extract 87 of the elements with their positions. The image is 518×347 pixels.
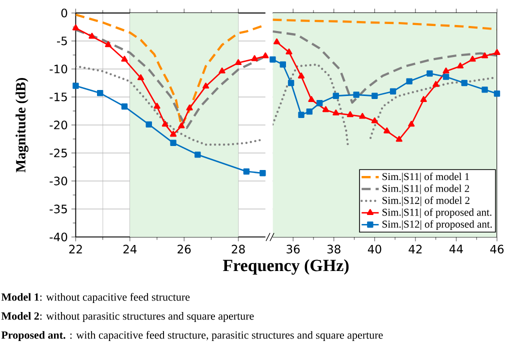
x-tick-label: 42 bbox=[408, 244, 422, 254]
point bbox=[121, 103, 128, 110]
point bbox=[218, 68, 226, 74]
x-tick-label: 24 bbox=[123, 244, 137, 254]
point bbox=[121, 56, 128, 62]
point bbox=[288, 80, 294, 86]
text: Model 2: without parasitic structures and square aperture bbox=[1, 312, 254, 322]
y-tick-label: -40 bbox=[50, 232, 68, 242]
point bbox=[420, 96, 427, 102]
point bbox=[481, 52, 488, 58]
x-tick-label: 40 bbox=[368, 244, 382, 254]
y-tick-label: -30 bbox=[50, 176, 68, 186]
point bbox=[306, 108, 313, 115]
point bbox=[286, 48, 292, 54]
point bbox=[262, 52, 269, 58]
point bbox=[442, 74, 450, 80]
point bbox=[322, 106, 330, 112]
x-tick-label: 44 bbox=[449, 244, 463, 254]
point bbox=[270, 56, 276, 63]
point bbox=[260, 170, 266, 176]
point bbox=[235, 59, 242, 66]
point bbox=[494, 49, 500, 55]
point bbox=[308, 96, 315, 102]
point bbox=[332, 110, 340, 116]
x-tick-label: 38 bbox=[327, 244, 340, 254]
legend-label: Sim.|S11| of model 2 bbox=[382, 184, 470, 194]
point bbox=[482, 86, 488, 93]
y-tick-label: -10 bbox=[50, 64, 68, 74]
legend-label: Sim.|S11| of model 1 bbox=[382, 172, 469, 182]
point bbox=[372, 92, 378, 99]
point bbox=[298, 112, 304, 118]
x-axis-title: Frequency (GHz) bbox=[222, 259, 349, 275]
point bbox=[146, 121, 152, 128]
x-tick-label: 36 bbox=[286, 244, 300, 254]
point bbox=[384, 127, 390, 134]
legend-label: Sim.|S12| of proposed ant. bbox=[382, 220, 492, 230]
y-tick-label: -25 bbox=[50, 148, 67, 158]
point bbox=[137, 74, 144, 80]
point bbox=[186, 104, 193, 110]
point bbox=[162, 120, 168, 127]
point bbox=[72, 24, 80, 30]
point bbox=[202, 82, 210, 89]
point bbox=[251, 55, 258, 62]
point bbox=[154, 102, 160, 109]
x-tick-label: 22 bbox=[69, 244, 82, 254]
point bbox=[72, 82, 79, 89]
y-tick-label: -35 bbox=[50, 204, 67, 214]
point bbox=[461, 80, 468, 86]
y-axis-title: Magnitude (dB) bbox=[16, 78, 28, 172]
x-tick-label: 26 bbox=[178, 244, 191, 254]
text: Proposed ant. : with capacitive feed structure, parasitic structures and square aperture bbox=[1, 330, 383, 342]
point bbox=[96, 90, 104, 96]
point bbox=[390, 88, 396, 94]
legend-label: Sim.|S12| of model 2 bbox=[382, 196, 470, 206]
point bbox=[353, 92, 360, 98]
point bbox=[178, 122, 185, 128]
point bbox=[371, 117, 378, 124]
point bbox=[170, 130, 177, 137]
point bbox=[104, 41, 112, 48]
y-tick-label: -5 bbox=[57, 36, 67, 46]
y-tick-label: 0 bbox=[61, 8, 68, 18]
point bbox=[457, 62, 464, 68]
point bbox=[346, 111, 354, 118]
point bbox=[426, 70, 433, 77]
point bbox=[332, 92, 340, 99]
point bbox=[88, 32, 96, 39]
point bbox=[359, 112, 366, 119]
y-tick-label: -20 bbox=[50, 120, 68, 130]
point bbox=[280, 61, 286, 68]
point bbox=[432, 80, 440, 87]
point bbox=[170, 140, 176, 146]
x-tick-label: 46 bbox=[490, 244, 504, 254]
point bbox=[316, 100, 323, 106]
text: Model 1: without capacitive feed structure bbox=[1, 292, 190, 304]
legend-label: Sim.|S11| of proposed ant. bbox=[382, 208, 492, 218]
point bbox=[273, 38, 280, 44]
point bbox=[494, 90, 500, 97]
point bbox=[469, 56, 476, 62]
point bbox=[442, 68, 450, 74]
point bbox=[396, 136, 402, 142]
point bbox=[298, 72, 305, 78]
y-tick-label: -15 bbox=[50, 92, 67, 102]
point bbox=[243, 168, 250, 175]
point bbox=[408, 120, 415, 127]
point bbox=[194, 152, 201, 158]
x-tick-label: 28 bbox=[232, 244, 245, 254]
point bbox=[406, 78, 412, 84]
